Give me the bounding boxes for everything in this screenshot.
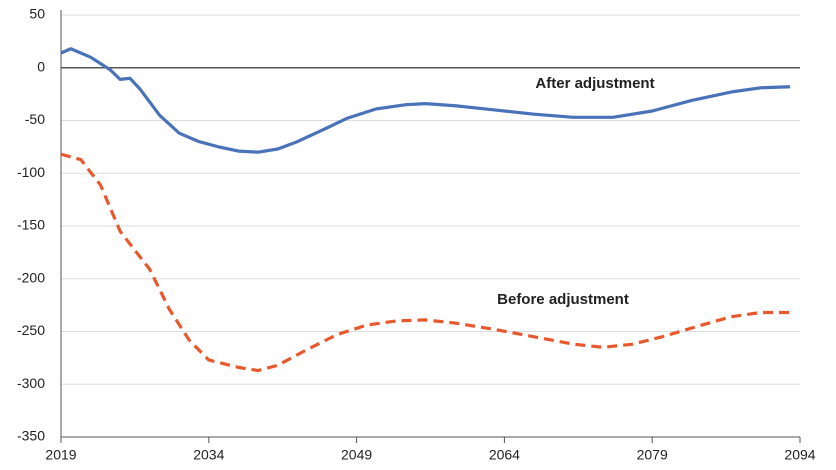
y-tick-label: -150	[17, 217, 45, 233]
x-tick-label: 2019	[45, 447, 76, 463]
y-tick-label: -350	[17, 428, 45, 444]
x-tick-label: 2064	[489, 447, 520, 463]
series-annotation: After adjustment	[535, 75, 654, 92]
y-tick-label: 0	[37, 58, 45, 74]
y-tick-label: -300	[17, 375, 45, 391]
y-tick-label: -200	[17, 269, 45, 285]
series-line	[60, 47, 791, 154]
x-tick-label: 2094	[784, 447, 815, 463]
x-tick-label: 2079	[637, 447, 668, 463]
y-tick-label: -250	[17, 322, 45, 338]
series-annotation: Before adjustment	[497, 291, 629, 308]
y-tick-label: -100	[17, 164, 45, 180]
x-tick-label: 2049	[341, 447, 372, 463]
x-tick-label: 2034	[193, 447, 224, 463]
y-tick-label: -50	[25, 111, 45, 127]
y-tick-label: 50	[29, 6, 45, 22]
series-line	[60, 152, 791, 373]
